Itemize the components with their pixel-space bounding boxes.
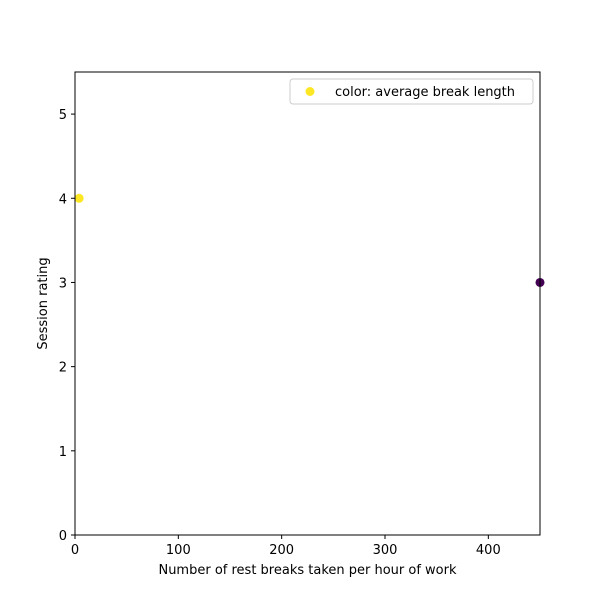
x-axis-label: Number of rest breaks taken per hour of … <box>158 563 457 578</box>
y-tick-label: 3 <box>59 276 67 291</box>
plot-frame <box>74 71 541 536</box>
x-tick-label: 0 <box>71 543 79 558</box>
y-tick-label: 1 <box>59 445 67 460</box>
data-point <box>74 193 84 203</box>
x-tick-label: 200 <box>269 543 294 558</box>
points-layer <box>74 193 545 287</box>
legend-label: color: average break length <box>335 85 515 100</box>
y-tick-label: 4 <box>59 192 67 207</box>
legend: color: average break length <box>289 78 534 105</box>
ticks-layer: 0 100 200 300 400 0 1 2 3 4 5 <box>59 108 501 558</box>
y-tick-label: 5 <box>59 108 67 123</box>
legend-marker <box>305 87 315 96</box>
x-tick-label: 400 <box>476 543 501 558</box>
x-tick-label: 300 <box>373 543 398 558</box>
y-tick-label: 2 <box>59 361 67 376</box>
y-tick-label: 0 <box>59 529 67 544</box>
y-axis-label: Session rating <box>36 257 51 349</box>
x-tick-label: 100 <box>166 543 191 558</box>
legend-box <box>289 78 534 105</box>
